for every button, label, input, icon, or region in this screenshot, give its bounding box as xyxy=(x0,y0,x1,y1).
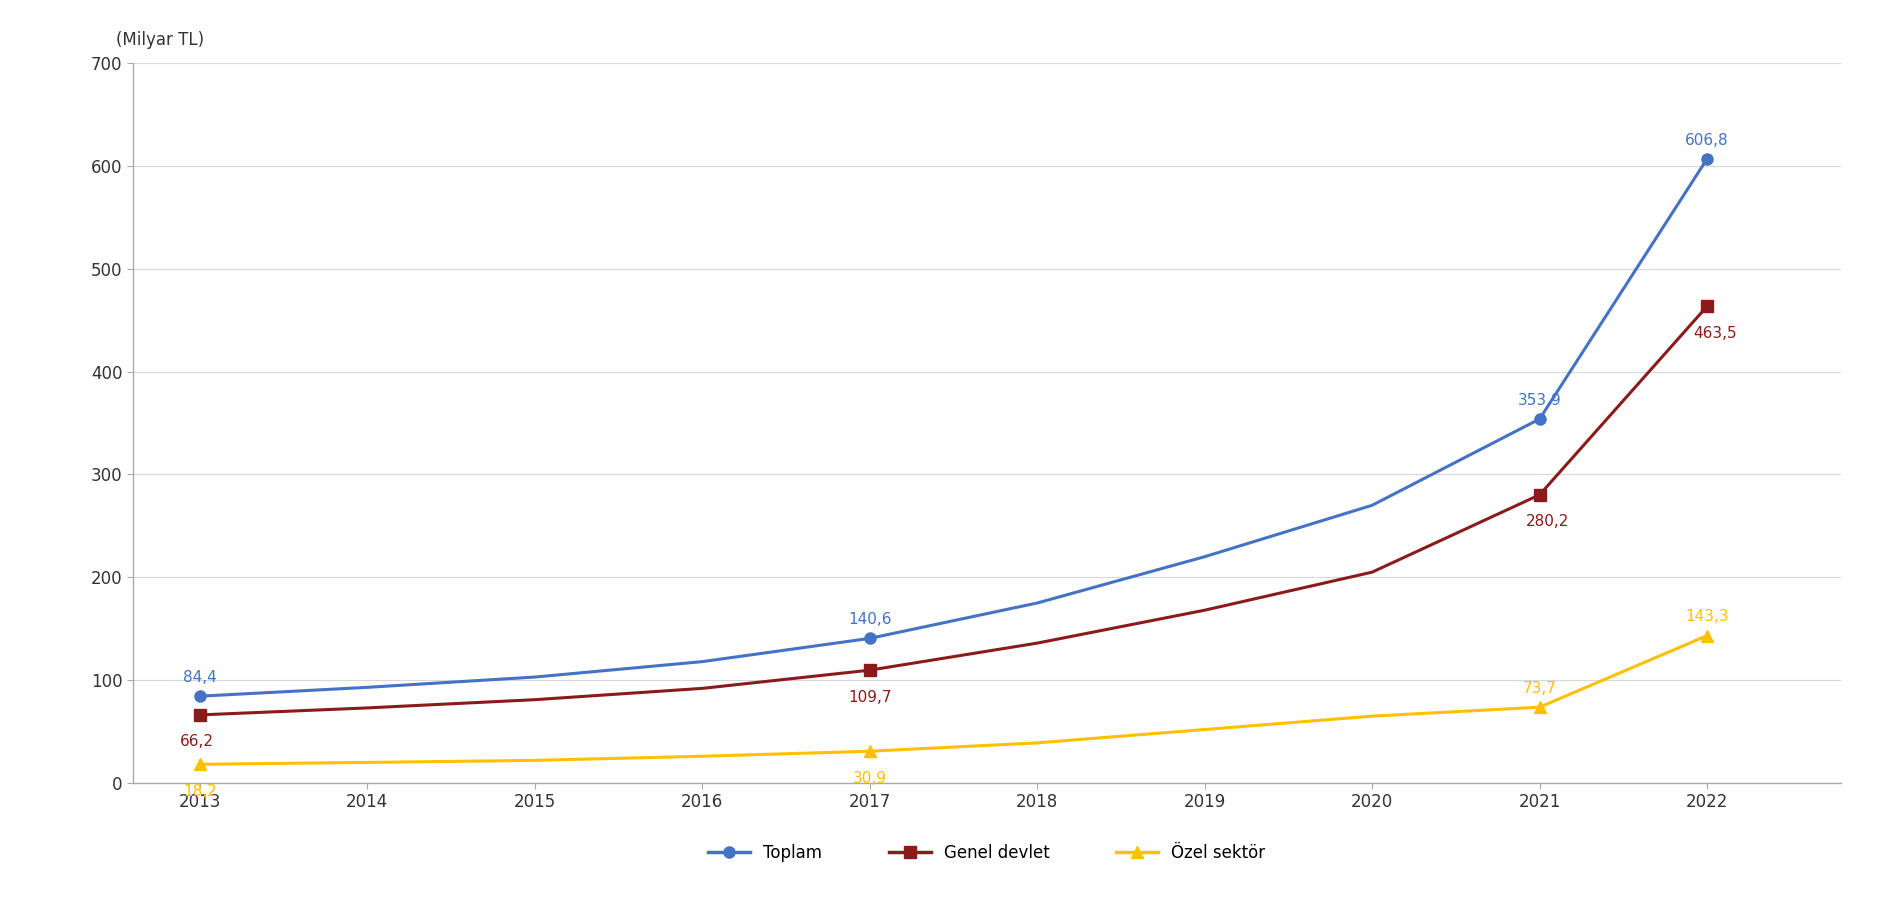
Text: 140,6: 140,6 xyxy=(848,612,892,627)
Text: 30,9: 30,9 xyxy=(852,770,886,786)
Text: 66,2: 66,2 xyxy=(180,734,214,750)
Text: 18,2: 18,2 xyxy=(182,784,216,798)
Text: 606,8: 606,8 xyxy=(1685,133,1729,148)
Text: 143,3: 143,3 xyxy=(1685,609,1729,625)
Legend: Toplam, Genel devlet, Özel sektör: Toplam, Genel devlet, Özel sektör xyxy=(702,837,1272,868)
Text: 109,7: 109,7 xyxy=(848,689,892,705)
Text: 353,9: 353,9 xyxy=(1518,393,1562,408)
Text: 73,7: 73,7 xyxy=(1522,681,1556,696)
Text: 463,5: 463,5 xyxy=(1693,326,1737,341)
Text: (Milyar TL): (Milyar TL) xyxy=(116,31,203,49)
Text: 280,2: 280,2 xyxy=(1526,514,1570,529)
Text: 84,4: 84,4 xyxy=(182,670,216,685)
